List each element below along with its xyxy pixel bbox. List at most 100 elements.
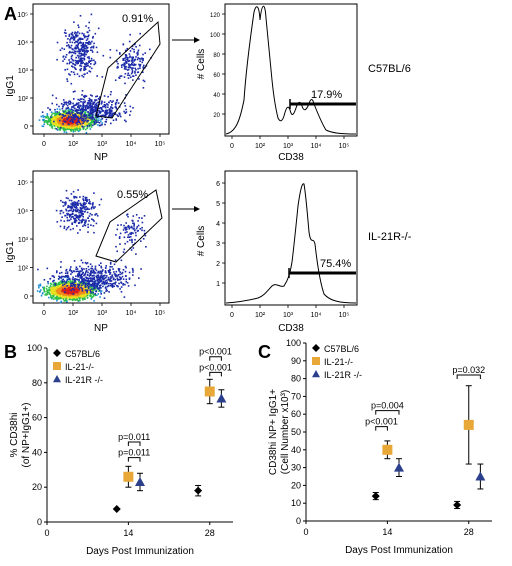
density-dot (77, 112, 80, 114)
density-dot (71, 54, 74, 57)
density-dot (127, 72, 130, 75)
density-dot (94, 272, 97, 274)
density-dot (64, 294, 67, 296)
density-dot (100, 108, 103, 110)
density-dot (89, 107, 92, 109)
density-dot (74, 296, 76, 299)
density-dot (80, 291, 82, 293)
density-dot (47, 291, 49, 294)
density-dot (72, 129, 74, 132)
density-dot (79, 50, 82, 52)
density-dot (91, 49, 93, 52)
density-dot (56, 294, 58, 297)
density-dot (99, 110, 101, 113)
density-dot (66, 123, 69, 125)
tick-label: 0 (42, 141, 46, 148)
density-dot (78, 52, 80, 55)
density-dot (88, 21, 90, 24)
density-dot (128, 278, 131, 280)
density-dot (124, 119, 126, 122)
density-dot (105, 109, 108, 111)
density-dot (72, 36, 74, 38)
density-dot (69, 291, 72, 294)
density-dot (70, 218, 72, 220)
density-dot (73, 221, 76, 224)
density-dot (67, 204, 70, 207)
density-dot (66, 277, 69, 279)
density-dot (94, 107, 97, 109)
density-dot (56, 111, 58, 113)
density-dot (91, 59, 93, 62)
density-dot (91, 40, 93, 43)
density-dot (113, 282, 116, 284)
density-dot (81, 284, 83, 287)
density-dot (119, 271, 122, 273)
density-dot (70, 273, 72, 275)
density-dot (61, 115, 63, 118)
density-dot (58, 286, 61, 288)
density-dot (99, 286, 101, 289)
density-dot (86, 51, 88, 54)
density-dot (75, 68, 77, 71)
density-dot (49, 108, 51, 111)
density-dot (68, 206, 70, 208)
density-dot (105, 279, 108, 282)
density-dot (114, 113, 117, 115)
density-dot (119, 278, 122, 281)
density-dot (87, 102, 89, 104)
density-dot (92, 103, 95, 105)
density-dot (63, 292, 66, 294)
density-dot (99, 111, 101, 114)
density-dot (66, 62, 68, 65)
density-dot (135, 46, 137, 48)
density-dot (86, 125, 89, 127)
density-dot (75, 266, 78, 268)
density-dot (46, 267, 49, 270)
density-dot (96, 294, 98, 296)
density-dot (78, 75, 81, 78)
density-dot (72, 190, 75, 193)
density-dot (131, 70, 134, 72)
density-dot (124, 270, 127, 273)
density-dot (90, 67, 93, 70)
density-dot (66, 299, 68, 302)
density-dot (63, 116, 65, 118)
density-dot (85, 128, 87, 131)
density-dot (86, 116, 88, 119)
density-dot (59, 276, 61, 279)
density-dot (95, 46, 98, 49)
density-dot (102, 275, 104, 277)
density-dot (94, 116, 96, 119)
density-dot (75, 129, 77, 131)
density-dot (54, 284, 57, 286)
density-dot (74, 64, 77, 66)
density-dot (70, 199, 73, 202)
density-dot (116, 277, 119, 280)
density-dot (77, 275, 79, 277)
density-dot (86, 120, 88, 123)
flow-scatter-row1: 0.91% IgG1 NP 0 10² 10³ 10⁴ 10⁵ 010²10³10⁴10… (5, 3, 170, 163)
density-dot (125, 111, 128, 113)
density-dot (82, 76, 85, 78)
density-dot (80, 296, 83, 298)
density-dot (90, 118, 92, 120)
density-dot (89, 203, 92, 205)
density-dot (79, 117, 82, 119)
density-dot (59, 225, 62, 228)
density-dot (73, 47, 76, 50)
density-dot (69, 122, 71, 124)
density-dot (57, 289, 60, 292)
density-dot (129, 56, 131, 59)
density-dot (71, 285, 74, 287)
density-dot (125, 280, 127, 283)
density-dot (54, 291, 57, 294)
density-dot (57, 286, 59, 288)
density-dot (59, 115, 61, 118)
density-dot (118, 112, 120, 115)
density-dot (100, 114, 103, 117)
density-dot (88, 124, 91, 127)
density-dot (64, 300, 66, 302)
density-dot (89, 122, 91, 124)
density-dot (82, 45, 84, 47)
density-dot (52, 296, 55, 298)
